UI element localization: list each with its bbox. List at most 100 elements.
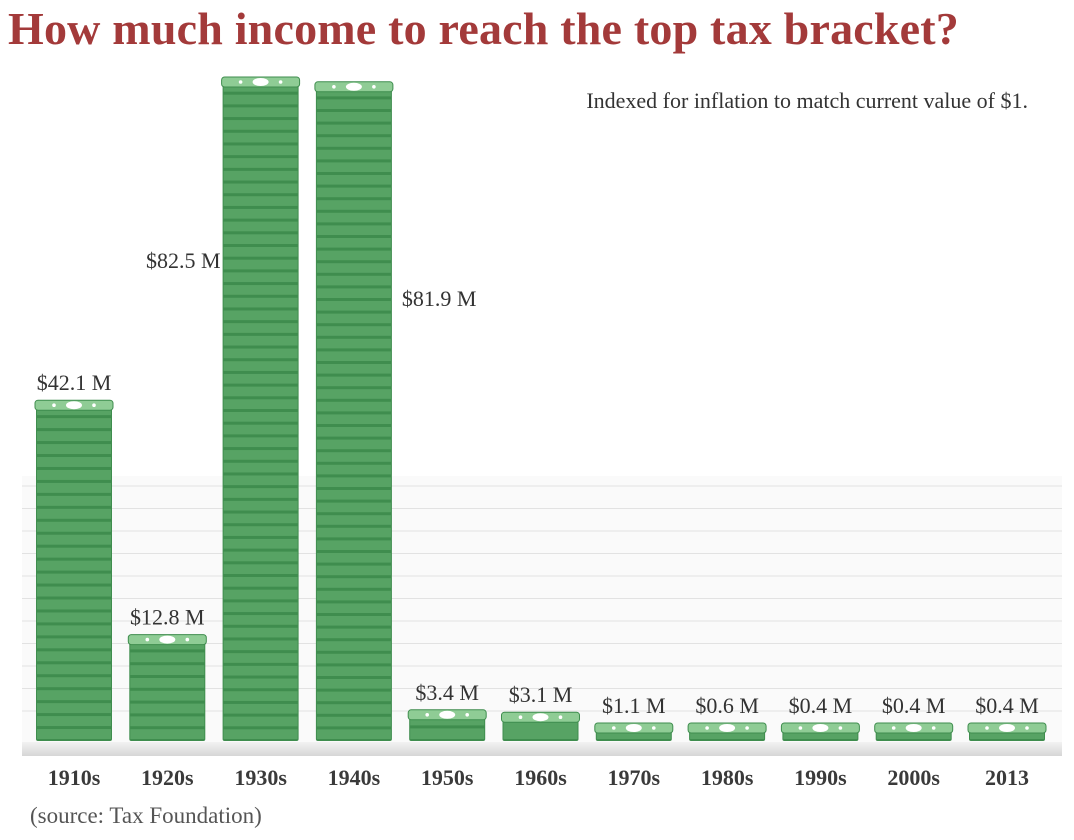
bill-layer	[223, 450, 298, 460]
bill-dot	[185, 637, 190, 642]
bill-layer	[223, 475, 298, 486]
bill-layer	[316, 212, 391, 223]
bill-layer	[316, 414, 391, 424]
bill-layer	[223, 551, 298, 562]
bill-layer	[37, 534, 111, 545]
bar-1960s	[501, 711, 580, 741]
x-tick-label: 1930s	[234, 765, 287, 790]
bill-layer	[223, 132, 298, 143]
dollar-emblem-icon	[719, 724, 736, 732]
dollar-emblem-icon	[252, 78, 269, 86]
bill-layer	[223, 412, 298, 422]
data-label: $0.4 M	[882, 693, 946, 718]
bill-layer	[37, 612, 111, 623]
bar-1930s	[221, 76, 301, 741]
bill-dot	[52, 403, 56, 408]
x-tick-label: 1950s	[421, 765, 474, 790]
bill-layer	[316, 477, 391, 487]
bill-layer	[316, 187, 391, 198]
bill-layer	[316, 729, 391, 739]
bill-dot	[332, 85, 336, 89]
bill-layer	[223, 145, 298, 156]
bill-layer	[37, 599, 111, 610]
dollar-emblem-icon	[532, 713, 549, 722]
bill-layer	[130, 678, 205, 688]
bill-layer	[223, 602, 298, 613]
bill-layer	[223, 500, 298, 511]
bill-layer	[223, 386, 298, 397]
data-label: $3.4 M	[415, 680, 479, 705]
bill-layer	[223, 234, 298, 244]
bill-dot	[745, 726, 749, 730]
bill-dot	[891, 726, 896, 730]
bill-layer	[223, 323, 298, 333]
bar-body	[222, 81, 299, 741]
bill-dot	[558, 715, 563, 719]
bill-layer	[130, 665, 205, 675]
bill-layer	[223, 297, 298, 308]
bill-layer	[223, 538, 298, 549]
bill-layer	[223, 703, 298, 714]
bill-layer	[223, 208, 298, 219]
bill-dot	[465, 713, 470, 717]
bill-layer	[316, 99, 391, 109]
bill-layer	[316, 288, 391, 298]
bill-dot	[705, 726, 709, 730]
bill-dot	[238, 80, 243, 84]
bill-layer	[130, 690, 205, 701]
x-tick-label: 1940s	[328, 765, 381, 790]
bill-layer	[223, 577, 298, 587]
dollar-emblem-icon	[812, 724, 829, 732]
bar-1970s	[594, 722, 674, 741]
x-tick-label: 2000s	[887, 765, 940, 790]
bill-layer	[37, 638, 111, 649]
dollar-emblem-icon	[999, 724, 1015, 732]
bill-layer	[37, 444, 111, 455]
bill-layer	[316, 603, 391, 613]
bill-layer	[316, 263, 391, 273]
bill-layer	[316, 225, 391, 235]
bar-1980s	[687, 722, 767, 741]
bill-layer	[316, 716, 391, 727]
bill-layer	[223, 120, 298, 130]
bar-1950s	[407, 709, 487, 741]
bill-layer	[37, 560, 111, 571]
bill-layer	[223, 107, 298, 118]
x-tick-label: 1960s	[514, 765, 567, 790]
x-tick-label: 1980s	[701, 765, 754, 790]
bill-layer	[37, 625, 111, 636]
bill-dot	[92, 403, 96, 408]
bill-layer	[223, 665, 298, 676]
bill-layer	[223, 399, 298, 409]
data-label: $1.1 M	[602, 693, 666, 718]
data-label: $3.1 M	[509, 682, 573, 707]
bill-layer	[410, 728, 485, 739]
bill-layer	[223, 716, 298, 727]
dollar-emblem-icon	[439, 710, 456, 719]
dollar-emblem-icon	[905, 724, 922, 732]
bill-layer	[37, 547, 111, 558]
bill-layer	[37, 716, 111, 727]
bill-layer	[223, 488, 298, 498]
bill-layer	[223, 285, 298, 295]
bill-layer	[223, 259, 298, 270]
bill-layer	[130, 716, 205, 727]
data-label: $81.9 M	[402, 286, 477, 311]
bill-layer	[316, 540, 391, 550]
bill-dot	[278, 80, 283, 84]
bill-dot	[798, 726, 803, 730]
bill-layer	[223, 373, 298, 384]
x-tick-label: 1970s	[608, 765, 661, 790]
bill-dot	[1025, 726, 1029, 730]
bill-layer	[316, 376, 391, 387]
bill-layer	[223, 335, 298, 346]
bill-layer	[223, 678, 298, 689]
bill-dot	[372, 85, 376, 89]
bill-layer	[316, 553, 391, 563]
bill-dot	[985, 726, 989, 730]
source-note: (source: Tax Foundation)	[30, 803, 262, 828]
bill-layer	[37, 703, 111, 714]
bill-layer	[316, 124, 391, 135]
bill-dot	[838, 726, 843, 730]
